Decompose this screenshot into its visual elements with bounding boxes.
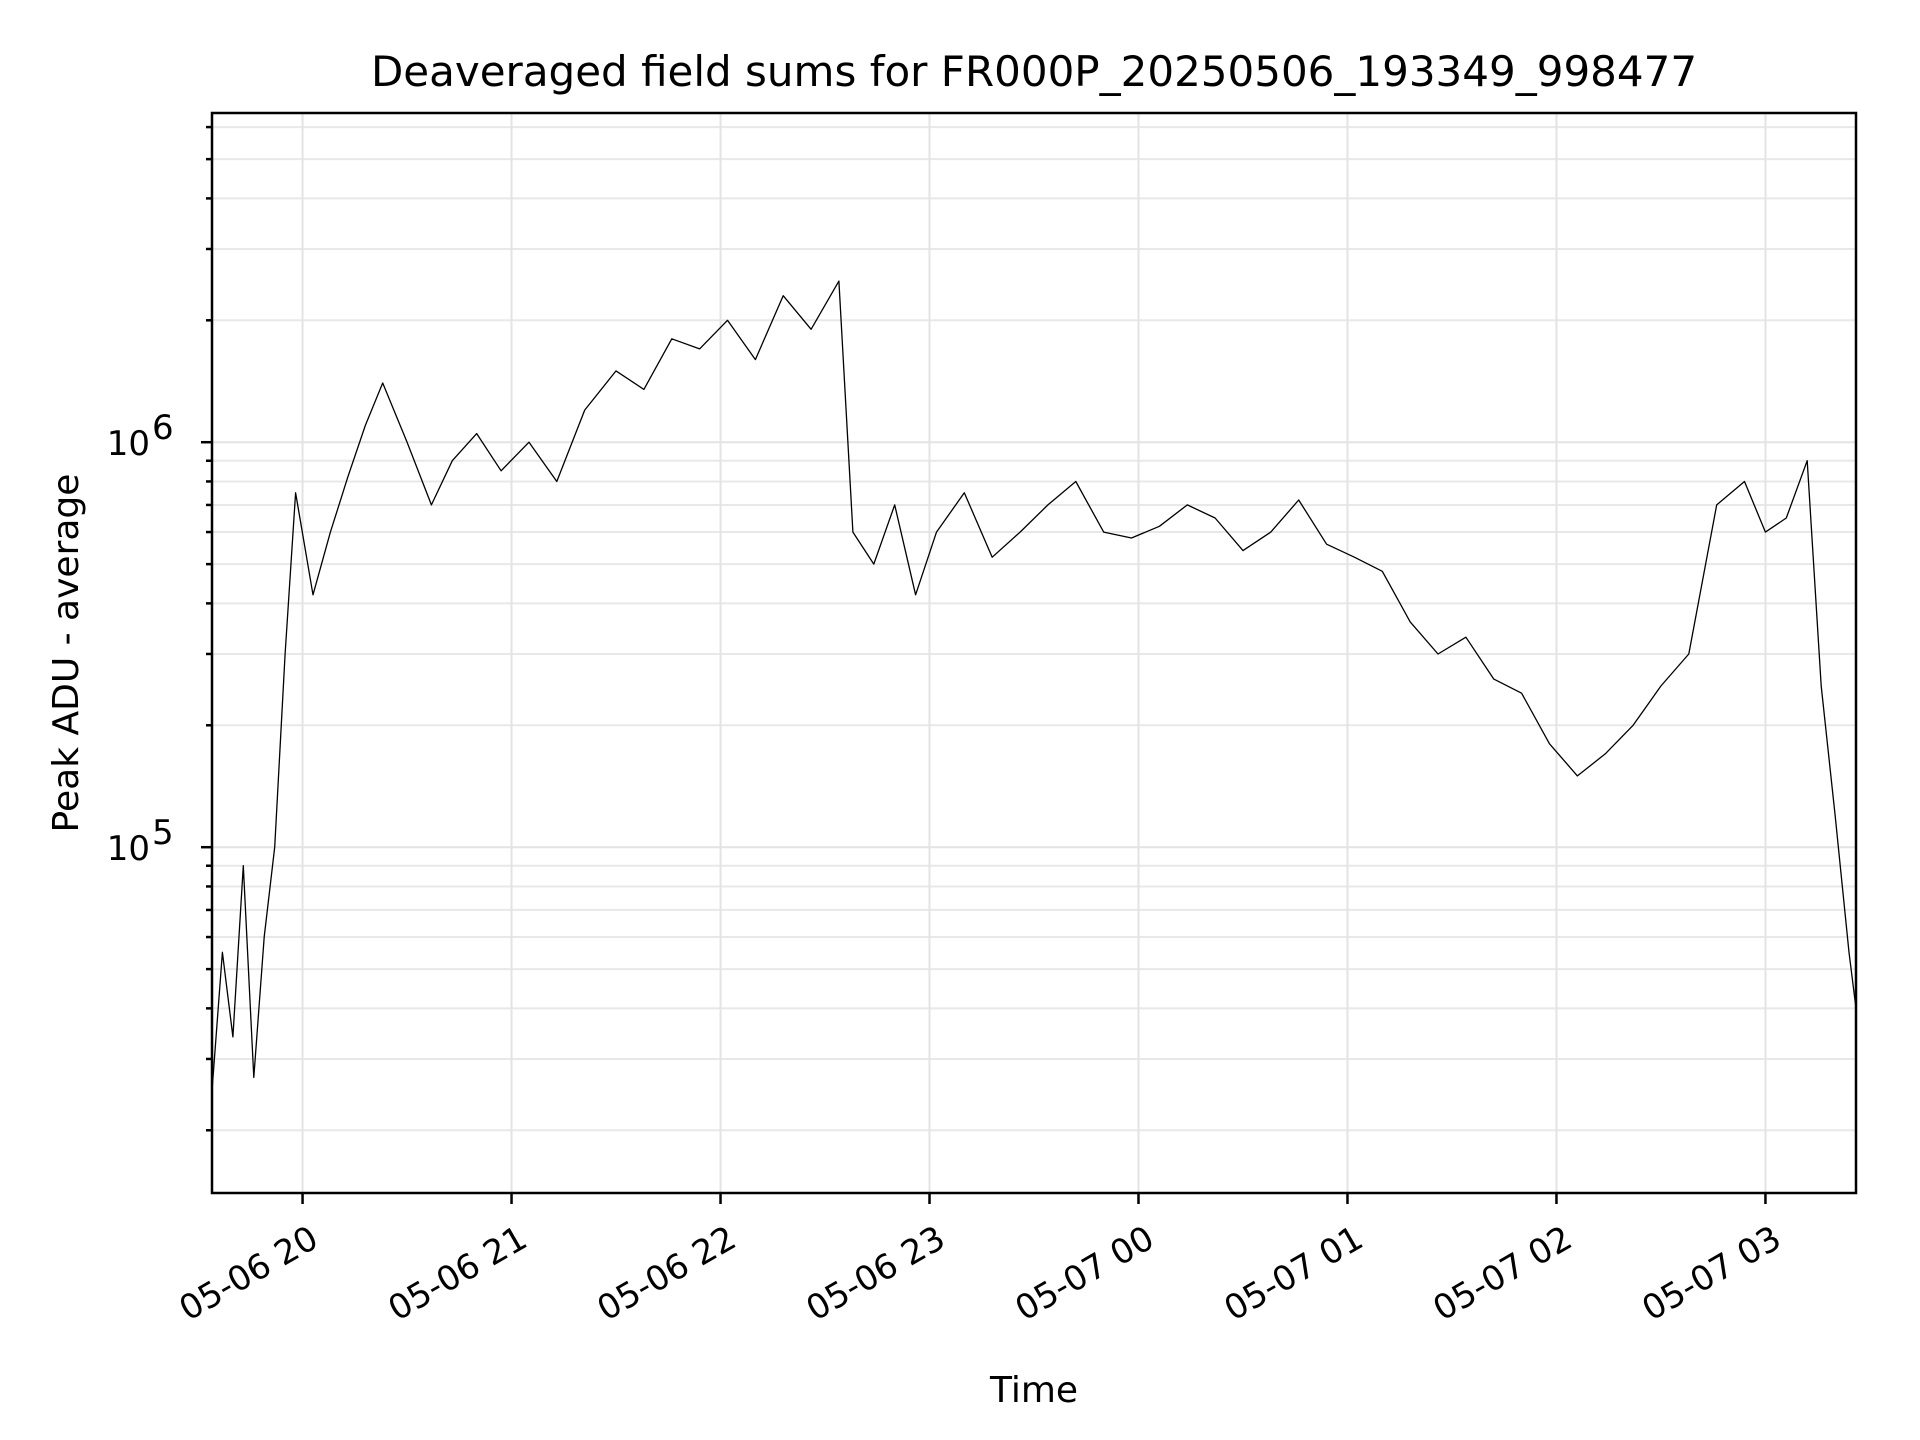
series-layer [211,280,1857,1092]
y-tick-exponent: 5 [152,813,174,853]
y-axis-label: Peak ADU - average [46,474,87,833]
y-tick-exponent: 6 [152,408,174,448]
series-line [211,280,1857,1092]
y-tick-label: 10 [107,424,150,464]
y-tick-label: 10 [107,829,150,869]
chart-title: Deaveraged field sums for FR000P_2025050… [371,47,1697,96]
x-axis-label: Time [989,1370,1078,1411]
grid [212,113,1856,1193]
